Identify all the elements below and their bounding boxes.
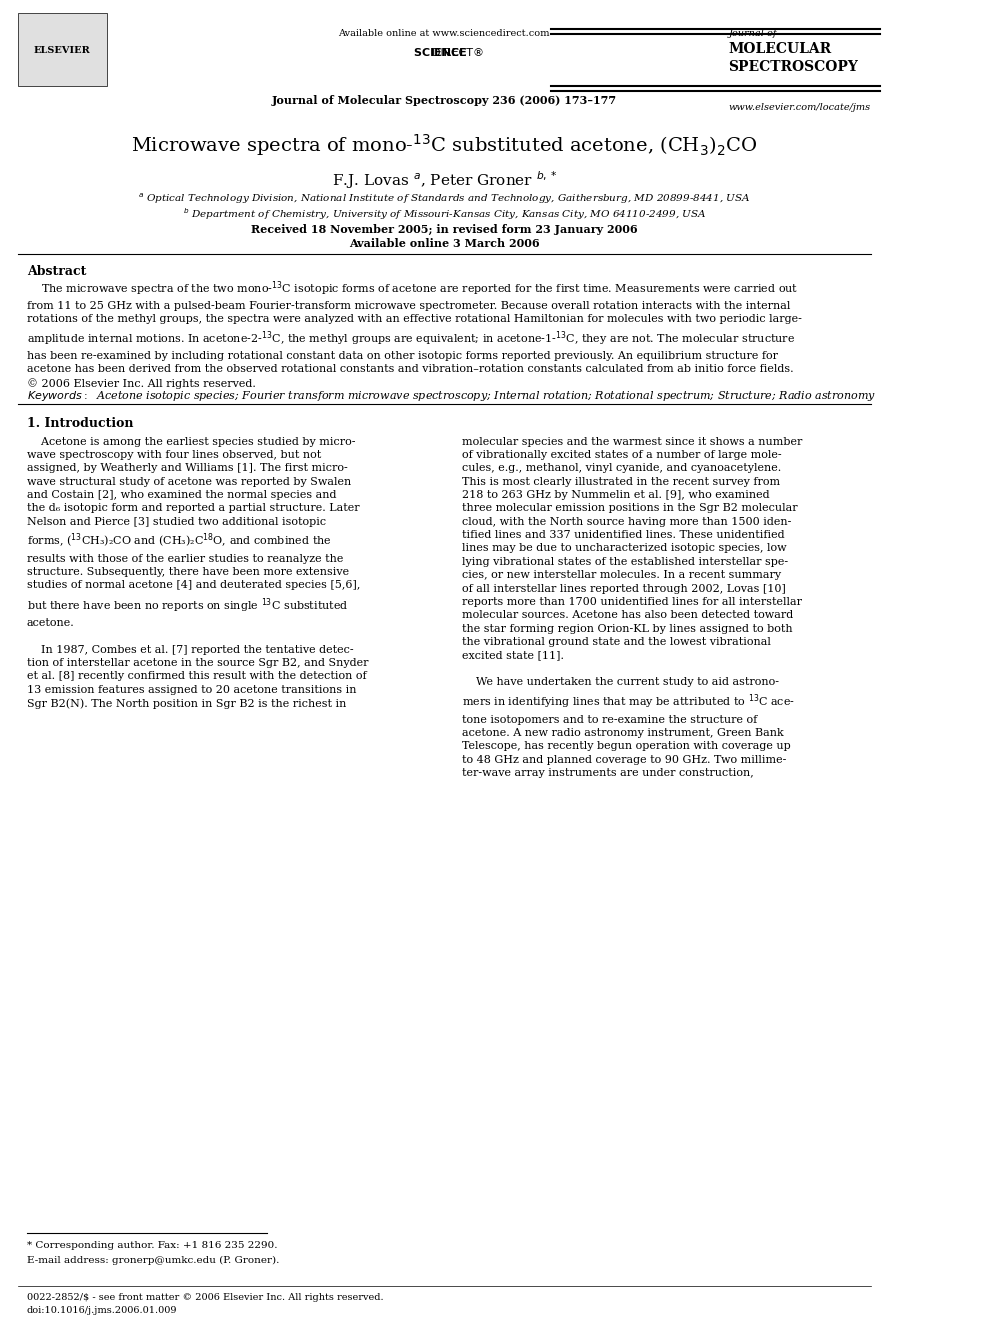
Text: 1. Introduction: 1. Introduction (27, 417, 133, 430)
Text: Received 18 November 2005; in revised form 23 January 2006: Received 18 November 2005; in revised fo… (251, 224, 638, 234)
Text: Abstract: Abstract (27, 265, 86, 278)
Text: F.J. Lovas $^{a}$, Peter Groner $^{b,*}$: F.J. Lovas $^{a}$, Peter Groner $^{b,*}$ (331, 169, 558, 191)
Text: molecular species and the warmest since it shows a number
of vibrationally excit: molecular species and the warmest since … (462, 437, 803, 778)
Text: $\it{Keywords:}$  Acetone isotopic species; Fourier transform microwave spectros: $\it{Keywords:}$ Acetone isotopic specie… (27, 389, 876, 404)
Text: E-mail address: gronerp@umkc.edu (P. Groner).: E-mail address: gronerp@umkc.edu (P. Gro… (27, 1256, 279, 1265)
Text: Journal of Molecular Spectroscopy 236 (2006) 173–177: Journal of Molecular Spectroscopy 236 (2… (272, 95, 617, 106)
Text: Acetone is among the earliest species studied by micro-
wave spectroscopy with f: Acetone is among the earliest species st… (27, 437, 368, 709)
Text: ELSEVIER: ELSEVIER (34, 46, 90, 54)
Text: DIRECT®: DIRECT® (405, 48, 484, 58)
Text: $^{a}$ Optical Technology Division, National Institute of Standards and Technolo: $^{a}$ Optical Technology Division, Nati… (138, 192, 751, 206)
Text: 0022-2852/$ - see front matter © 2006 Elsevier Inc. All rights reserved.: 0022-2852/$ - see front matter © 2006 El… (27, 1293, 383, 1302)
Text: Available online at www.sciencedirect.com: Available online at www.sciencedirect.co… (338, 29, 550, 38)
Text: Microwave spectra of mono-$^{13}$C substituted acetone, (CH$_3$)$_2$CO: Microwave spectra of mono-$^{13}$C subst… (131, 132, 758, 159)
FancyBboxPatch shape (18, 13, 106, 86)
Text: MOLECULAR: MOLECULAR (728, 42, 831, 57)
Text: The microwave spectra of the two mono-$^{13}$C isotopic forms of acetone are rep: The microwave spectra of the two mono-$^… (27, 279, 802, 389)
Text: doi:10.1016/j.jms.2006.01.009: doi:10.1016/j.jms.2006.01.009 (27, 1306, 178, 1315)
Text: $^{b}$ Department of Chemistry, University of Missouri-Kansas City, Kansas City,: $^{b}$ Department of Chemistry, Universi… (183, 206, 706, 222)
Text: SPECTROSCOPY: SPECTROSCOPY (728, 60, 858, 74)
Text: www.elsevier.com/locate/jms: www.elsevier.com/locate/jms (728, 103, 871, 112)
Text: Journal of: Journal of (728, 29, 777, 38)
Text: * Corresponding author. Fax: +1 816 235 2290.: * Corresponding author. Fax: +1 816 235 … (27, 1241, 277, 1250)
Text: Available online 3 March 2006: Available online 3 March 2006 (349, 238, 540, 249)
Text: SCIENCE: SCIENCE (414, 48, 474, 58)
